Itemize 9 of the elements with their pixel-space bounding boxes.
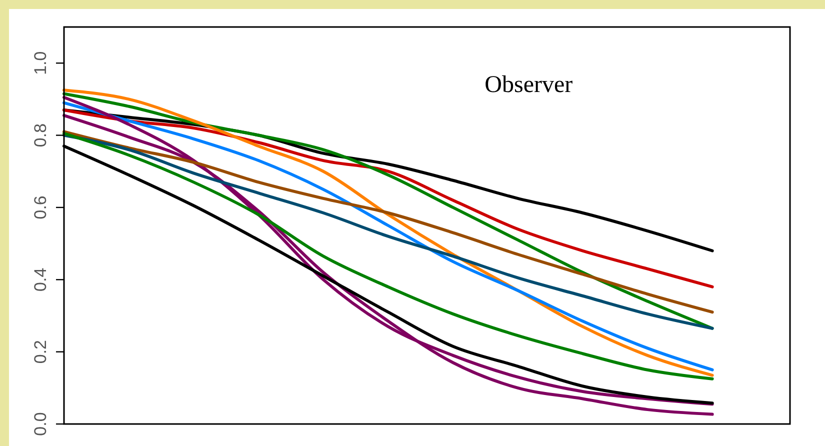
y-tick-label: 0.8 — [31, 123, 50, 148]
y-tick-label: 0.2 — [31, 340, 50, 364]
y-tick-label: 0.6 — [31, 196, 50, 220]
line-series — [62, 92, 714, 330]
line-series — [62, 108, 714, 288]
y-tick-label: 1.0 — [31, 51, 50, 75]
annotation: Observer — [484, 72, 573, 98]
y-tick-label: 0.0 — [31, 412, 50, 436]
y-tick-label: 0.4 — [31, 268, 50, 292]
